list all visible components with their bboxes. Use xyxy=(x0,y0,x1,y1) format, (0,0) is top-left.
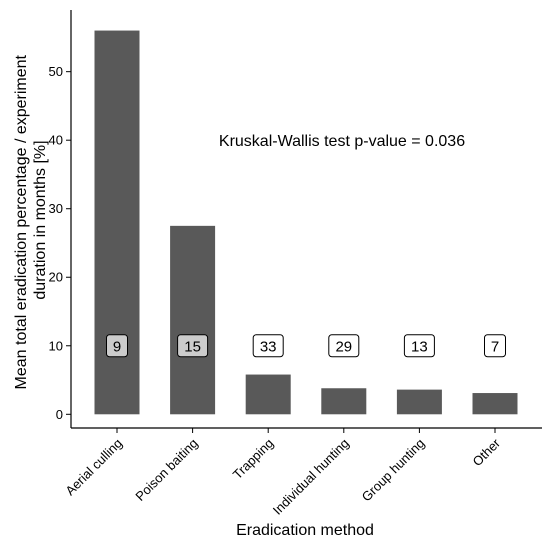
x-tick-label-group-hunting: Group hunting xyxy=(359,436,428,505)
count-label-trapping: 33 xyxy=(252,334,284,358)
bar-group-hunting xyxy=(396,389,442,415)
count-label-text: 13 xyxy=(411,338,428,355)
y-axis-label-line-1: Mean total eradication percentage / expe… xyxy=(13,54,30,389)
y-tick-label-20: 20 xyxy=(49,270,63,285)
count-label-box xyxy=(106,334,128,358)
count-label-text: 29 xyxy=(335,338,352,355)
y-axis-label-line-2: duration in months [%] xyxy=(32,140,49,299)
count-label-text: 33 xyxy=(260,338,277,355)
x-axis-label: Eradication method xyxy=(236,522,374,539)
x-tick-label-individual-hunting: Individual hunting xyxy=(270,436,352,518)
bar-other xyxy=(472,393,518,415)
x-tick-label-aerial-culling: Aerial culling xyxy=(62,436,125,499)
count-label-group-hunting: 13 xyxy=(403,334,435,358)
x-tick-label-trapping: Trapping xyxy=(230,436,277,483)
count-label-other: 7 xyxy=(484,334,506,358)
count-label-text: 15 xyxy=(184,338,201,355)
bar-poison-baiting xyxy=(170,225,216,415)
x-tick-label-poison-baiting: Poison baiting xyxy=(132,436,200,504)
y-ticks-layer: 0 10 20 30 40 50 xyxy=(49,64,71,422)
count-label-aerial-culling: 9 xyxy=(106,334,128,358)
y-tick-label-0: 0 xyxy=(56,407,63,422)
count-labels-layer: 9 15 33 29 13 7 xyxy=(106,334,506,358)
y-tick-label-30: 30 xyxy=(49,201,63,216)
count-label-box xyxy=(252,334,284,358)
kruskal-wallis-annotation: Kruskal-Wallis test p-value = 0.036 xyxy=(219,133,465,150)
count-label-text: 7 xyxy=(491,338,499,355)
count-label-box xyxy=(177,334,209,358)
count-label-text: 9 xyxy=(113,338,121,355)
y-axis-label: Mean total eradication percentage / expe… xyxy=(13,51,49,390)
bar-trapping xyxy=(245,374,291,415)
count-label-box xyxy=(484,334,506,358)
y-tick-label-40: 40 xyxy=(49,133,63,148)
count-label-poison-baiting: 15 xyxy=(177,334,209,358)
count-label-box xyxy=(328,334,360,358)
y-tick-label-50: 50 xyxy=(49,64,63,79)
y-tick-label-10: 10 xyxy=(49,338,63,353)
x-ticks-layer: Aerial culling Poison baiting TrappingIndi… xyxy=(62,428,504,518)
x-tick-label-other: Other xyxy=(470,435,504,469)
count-label-box xyxy=(403,334,435,358)
count-label-individual-hunting: 29 xyxy=(328,334,360,358)
bar-individual-hunting xyxy=(321,388,367,415)
bars-layer xyxy=(94,30,518,415)
